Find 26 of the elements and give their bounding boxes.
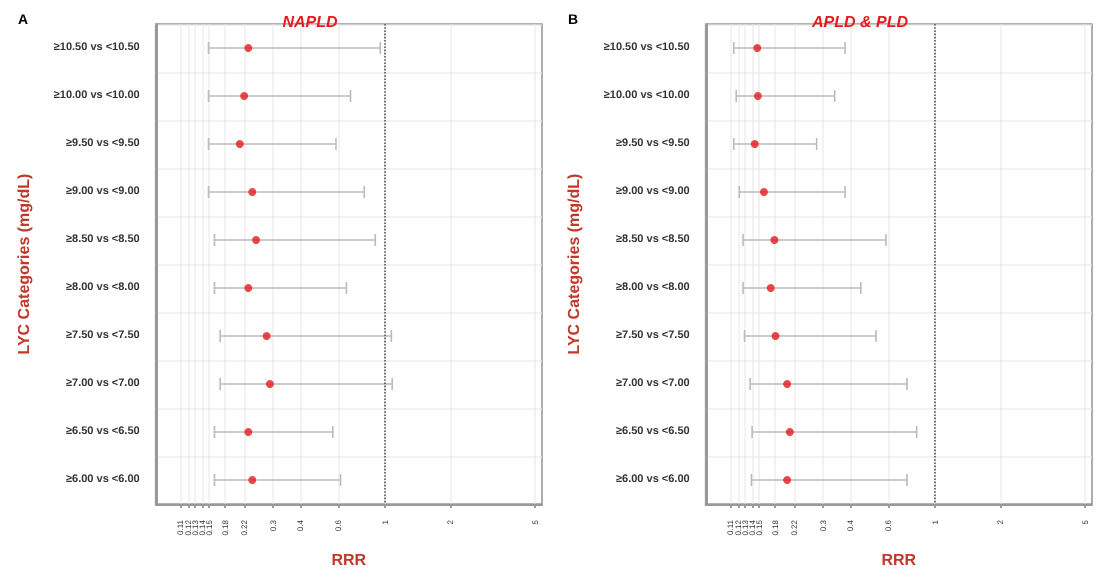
y-axis-title: LYC Categories (mg/dL) — [565, 172, 583, 355]
point — [783, 380, 792, 388]
chart-title: APLD & PLD — [810, 13, 909, 31]
point — [783, 476, 792, 484]
x-axis-title: RRR — [331, 551, 367, 569]
point — [252, 236, 261, 244]
point — [244, 284, 253, 292]
point — [770, 236, 779, 244]
point — [785, 428, 794, 436]
point — [766, 284, 775, 292]
point — [244, 428, 253, 436]
point — [248, 188, 257, 196]
point — [265, 380, 274, 388]
point — [235, 140, 244, 148]
point — [750, 140, 759, 148]
chart-title: NAPLD — [282, 13, 338, 31]
y-axis-title: LYC Categories (mg/dL) — [15, 172, 33, 355]
point — [759, 188, 768, 196]
point — [240, 92, 249, 100]
point — [753, 92, 762, 100]
point — [244, 44, 253, 52]
point — [771, 332, 780, 340]
point — [753, 44, 762, 52]
point — [262, 332, 271, 340]
x-axis-title: RRR — [881, 551, 917, 569]
point — [248, 476, 257, 484]
